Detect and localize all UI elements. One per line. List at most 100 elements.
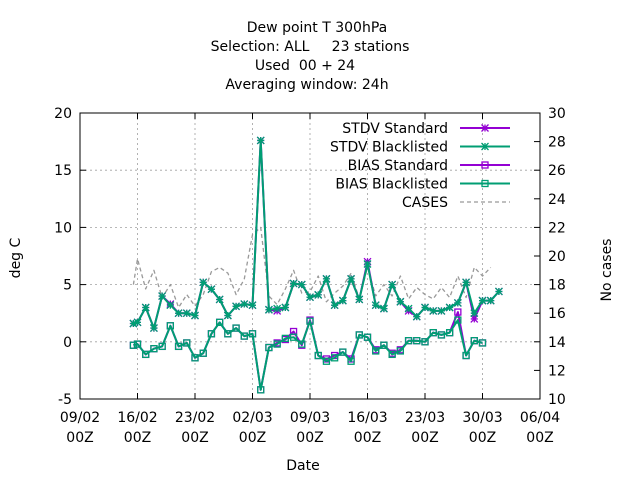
x-tick-label-hour: 00Z: [411, 430, 438, 446]
series-stdv-blacklisted-marker: [412, 312, 421, 321]
x-tick-label-hour: 00Z: [239, 430, 266, 446]
series-bias-blacklisted-marker: [380, 341, 388, 349]
y-tick-label: 15: [54, 163, 72, 179]
x-tick-label-date: 23/02: [175, 410, 215, 426]
series-stdv-blacklisted-marker: [363, 260, 372, 268]
series-stdv-blacklisted-marker: [207, 285, 216, 294]
y-tick-label: 20: [54, 106, 72, 122]
grid: [80, 113, 540, 399]
series-bias-blacklisted-marker: [454, 316, 462, 324]
series-stdv-blacklisted-marker: [462, 278, 471, 287]
series-stdv-blacklisted-marker: [453, 298, 462, 307]
legend-item-stdv-blacklisted: STDV Blacklisted: [330, 140, 510, 156]
y-tick-label: 0: [63, 335, 72, 351]
y2-tick-label: 28: [548, 135, 566, 151]
series-bias-blacklisted-marker: [478, 339, 487, 347]
series-stdv-blacklisted-marker: [273, 304, 282, 313]
x-tick-label-hour: 00Z: [354, 430, 381, 446]
legend-item-cases-label: CASES: [402, 195, 448, 211]
series-bias-blacklisted-marker: [388, 350, 396, 359]
x-tick-label-date: 16/02: [117, 410, 157, 426]
x-tick-label-date: 30/03: [462, 410, 502, 426]
series-stdv-standard-marker: [470, 314, 479, 323]
series-stdv-blacklisted-marker: [141, 303, 150, 312]
legend-item-bias-blacklisted-label: BIAS Blacklisted: [335, 177, 448, 193]
y2-axis-label: No cases: [599, 239, 615, 302]
series-bias-blacklisted-marker: [363, 333, 372, 341]
series-stdv-blacklisted-marker: [240, 300, 249, 309]
series-bias-blacklisted-marker: [240, 332, 248, 340]
y2-tick-label: 20: [548, 249, 566, 265]
series-stdv-blacklisted-marker: [437, 306, 446, 315]
series-bias-blacklisted-marker: [470, 337, 478, 345]
title-line-3: Used 00 + 24: [255, 58, 355, 74]
title-line-1: Dew point T 300hPa: [247, 20, 387, 36]
series-stdv-blacklisted-marker: [494, 287, 503, 296]
legend-item-cases: CASES: [402, 195, 510, 211]
legend-item-bias-blacklisted-marker: [481, 179, 489, 188]
series-stdv-blacklisted-marker: [445, 303, 454, 312]
series-bias-blacklisted-marker: [281, 334, 290, 343]
series-stdv-blacklisted-marker: [264, 305, 273, 314]
y-tick-label: 10: [54, 220, 72, 236]
y2-tick-label: 30: [548, 106, 566, 122]
series-bias-blacklisted-marker: [429, 328, 437, 337]
series-bias-blacklisted-marker: [232, 324, 240, 332]
x-tick-label-hour: 00Z: [526, 430, 553, 446]
series-stdv-blacklisted-marker: [404, 304, 413, 313]
series-bias-blacklisted-marker: [129, 341, 138, 349]
series-bias-blacklisted-marker: [330, 354, 339, 362]
legend-item-stdv-blacklisted-marker: [481, 142, 489, 151]
series-stdv-blacklisted-marker: [133, 318, 142, 327]
series-stdv-blacklisted-marker: [158, 292, 167, 300]
series-bias-blacklisted-marker: [183, 339, 191, 347]
series-bias-blacklisted-marker: [413, 337, 421, 345]
series-bias-blacklisted-marker: [158, 342, 166, 351]
legend: STDV Standard STDV Blacklisted BIAS Standa…: [330, 121, 510, 211]
legend-item-stdv-blacklisted-label: STDV Blacklisted: [330, 140, 448, 156]
series-stdv-blacklisted-marker: [347, 274, 356, 283]
series-stdv-blacklisted-marker: [215, 295, 224, 304]
y2-tick-label: 18: [548, 278, 566, 294]
series-bias-blacklisted-marker: [372, 347, 380, 355]
y2-tick-label: 22: [548, 220, 566, 236]
series-stdv-blacklisted: [129, 136, 503, 333]
series-bias-blacklisted-marker: [150, 345, 158, 353]
series-stdv-blacklisted-marker: [338, 296, 347, 305]
series-stdv-blacklisted-marker: [486, 296, 495, 305]
series-bias-blacklisted-marker: [396, 347, 405, 355]
y-tick-label: 5: [63, 278, 72, 294]
series-stdv-blacklisted-marker: [232, 302, 241, 311]
series-bias-blacklisted-marker: [445, 328, 454, 337]
series-stdv-blacklisted-marker: [182, 309, 191, 318]
series-stdv-blacklisted-marker: [306, 293, 314, 302]
x-tick-label-date: 09/03: [290, 410, 330, 426]
series-layer: [129, 136, 503, 394]
series-bias-standard-marker: [454, 308, 462, 316]
y2-tick-label: 16: [548, 306, 566, 322]
title-line-4: Averaging window: 24h: [225, 77, 388, 93]
title-line-2: Selection: ALL 23 stations: [211, 39, 410, 55]
series-bias-blacklisted-marker: [248, 330, 257, 338]
x-tick-label-date: 23/03: [405, 410, 445, 426]
series-bias-blacklisted-marker: [257, 386, 265, 394]
series-stdv-blacklisted-marker: [191, 311, 199, 320]
series-stdv-blacklisted-marker: [421, 303, 429, 312]
legend-item-bias-standard-label: BIAS Standard: [348, 158, 448, 174]
series-stdv-blacklisted-marker: [330, 301, 339, 310]
series-bias-blacklisted-marker: [339, 348, 347, 356]
series-bias-blacklisted-marker: [355, 331, 363, 339]
y2-tick-label: 26: [548, 163, 566, 179]
series-bias-blacklisted-marker: [174, 342, 183, 351]
series-stdv-blacklisted-marker: [314, 290, 323, 299]
series-stdv-blacklisted-marker: [429, 306, 438, 315]
y2-tick-label: 10: [548, 392, 566, 408]
series-stdv-blacklisted-marker: [199, 278, 208, 287]
series-stdv-blacklisted-marker: [166, 301, 175, 310]
series-bias-blacklisted-marker: [224, 330, 232, 338]
series-bias-blacklisted-marker: [265, 343, 273, 352]
series-stdv-blacklisted-marker: [355, 295, 364, 304]
series-bias-blacklisted: [129, 316, 487, 394]
series-stdv-blacklisted-marker: [256, 136, 265, 145]
series-bias-blacklisted-marker: [199, 349, 207, 357]
